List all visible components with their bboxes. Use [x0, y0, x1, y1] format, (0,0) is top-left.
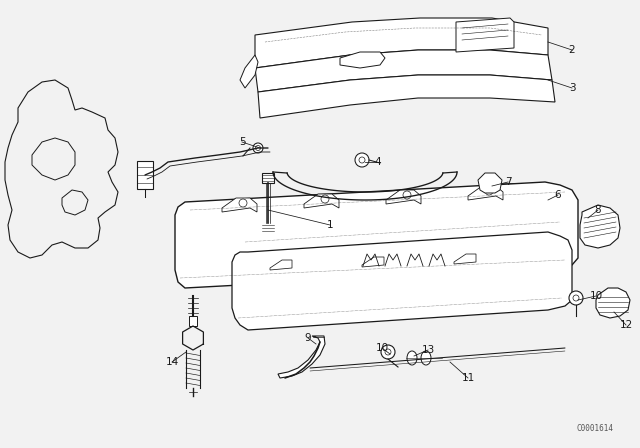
Circle shape — [355, 153, 369, 167]
Text: 7: 7 — [505, 177, 511, 187]
Polygon shape — [478, 173, 502, 193]
Text: 13: 13 — [421, 345, 435, 355]
Ellipse shape — [421, 351, 431, 365]
Text: 11: 11 — [461, 373, 475, 383]
Polygon shape — [270, 260, 292, 270]
Polygon shape — [255, 50, 552, 92]
Polygon shape — [62, 190, 88, 215]
Polygon shape — [386, 190, 421, 204]
Text: 3: 3 — [569, 83, 575, 93]
Polygon shape — [304, 194, 339, 208]
Bar — [355, 248, 450, 270]
Circle shape — [253, 143, 263, 153]
Text: 10: 10 — [589, 291, 603, 301]
Polygon shape — [454, 254, 476, 264]
Circle shape — [359, 157, 365, 163]
Polygon shape — [468, 186, 503, 200]
Polygon shape — [240, 55, 258, 88]
Polygon shape — [232, 232, 572, 330]
Text: 14: 14 — [165, 357, 179, 367]
Text: 9: 9 — [305, 333, 311, 343]
Text: 8: 8 — [595, 205, 602, 215]
Polygon shape — [596, 288, 630, 318]
Circle shape — [239, 199, 247, 207]
Circle shape — [381, 345, 395, 359]
Polygon shape — [262, 173, 274, 183]
Text: 2: 2 — [569, 45, 575, 55]
Text: C0001614: C0001614 — [577, 423, 614, 432]
Circle shape — [385, 349, 391, 355]
Text: 12: 12 — [620, 320, 632, 330]
Ellipse shape — [407, 351, 417, 365]
Polygon shape — [580, 205, 620, 248]
Circle shape — [573, 295, 579, 301]
Polygon shape — [32, 138, 75, 180]
Polygon shape — [340, 52, 385, 68]
Polygon shape — [175, 182, 578, 288]
Polygon shape — [278, 336, 325, 378]
Polygon shape — [262, 223, 274, 233]
Circle shape — [485, 187, 493, 195]
Circle shape — [255, 146, 260, 151]
Circle shape — [321, 195, 329, 203]
Text: 10: 10 — [376, 343, 388, 353]
Circle shape — [403, 191, 411, 199]
Polygon shape — [456, 18, 514, 52]
Polygon shape — [137, 161, 153, 189]
Polygon shape — [222, 198, 257, 212]
Text: 1: 1 — [326, 220, 333, 230]
Text: 4: 4 — [374, 157, 381, 167]
Text: 5: 5 — [239, 137, 245, 147]
Polygon shape — [362, 257, 384, 267]
Polygon shape — [189, 316, 197, 326]
Polygon shape — [5, 80, 118, 258]
Ellipse shape — [481, 255, 495, 265]
Polygon shape — [258, 75, 555, 118]
Circle shape — [569, 291, 583, 305]
Text: 6: 6 — [555, 190, 561, 200]
Polygon shape — [255, 18, 548, 68]
